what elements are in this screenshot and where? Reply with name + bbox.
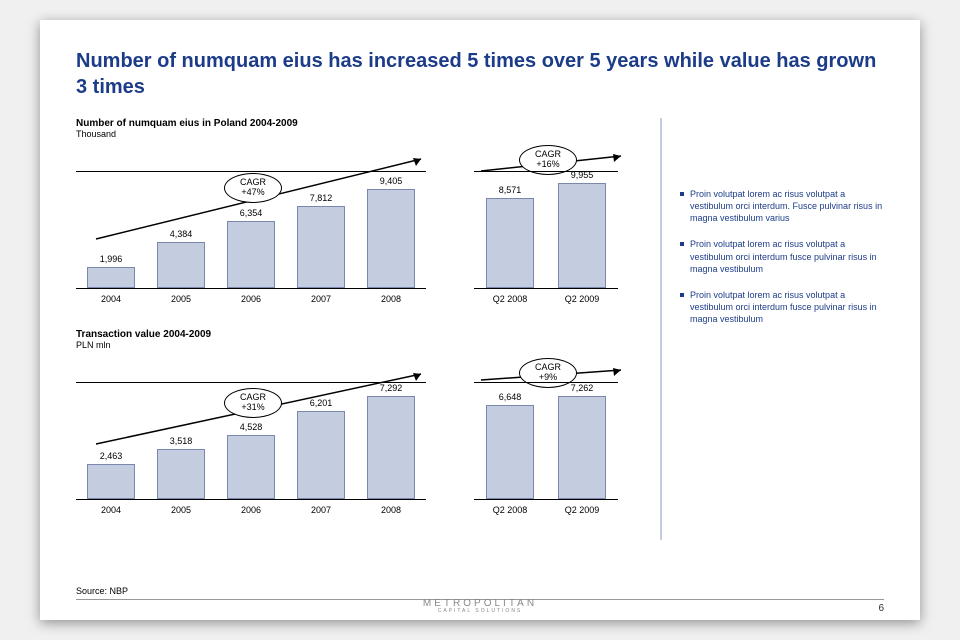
bar-category-label: 2006 [216,505,286,515]
bar: 7,262Q2 2009 [546,383,618,499]
bar: 8,571Q2 2008 [474,172,546,288]
bar-category-label: 2004 [76,505,146,515]
bar: 1,9962004 [76,172,146,288]
chart-1-title: Number of numquam eius in Poland 2004-20… [76,118,646,129]
bar-category-label: 2008 [356,294,426,304]
footer-logo: METROPOLITAN CAPITAL SOLUTIONS [423,599,537,614]
bar-category-label: 2007 [286,294,356,304]
bar-value-label: 7,812 [286,193,356,203]
bar-value-label: 6,648 [474,392,546,402]
chart-2-group-a: 2,46320043,51820054,52820066,20120077,29… [76,382,426,500]
bar-value-label: 8,571 [474,185,546,195]
source-text: Source: NBP [76,586,128,596]
page-number: 6 [878,603,884,614]
chart-2: Transaction value 2004-2009 PLN mln CAGR… [76,329,646,522]
chart-2-group-b: 6,648Q2 20087,262Q2 2009 [474,382,618,500]
chart-2-area: CAGR +31% CAGR +9% 2,46320043,51820054,5… [76,352,636,522]
bar-value-label: 9,405 [356,176,426,186]
chart-1-group-a: 1,99620044,38420056,35420067,81220079,40… [76,171,426,289]
bar-value-label: 4,528 [216,422,286,432]
chart-1-group-b: 8,571Q2 20089,955Q2 2009 [474,171,618,289]
bar-rect [367,396,415,499]
bullet-item: Proin volutpat lorem ac risus volutpat a… [680,289,884,325]
bar-rect [486,198,534,288]
slide: Number of numquam eius has increased 5 t… [40,20,920,620]
bar-value-label: 1,996 [76,254,146,264]
bar: 7,8122007 [286,172,356,288]
bar-rect [297,411,345,499]
bullet-list: Proin volutpat lorem ac risus volutpat a… [680,188,884,325]
bar: 7,2922008 [356,383,426,499]
bar: 6,648Q2 2008 [474,383,546,499]
bar-rect [157,449,205,499]
bar-category-label: Q2 2009 [546,505,618,515]
bar-category-label: 2007 [286,505,356,515]
bar-value-label: 4,384 [146,229,216,239]
bar: 4,5282006 [216,383,286,499]
bar-value-label: 6,201 [286,398,356,408]
bar-rect [367,189,415,288]
bar-category-label: 2006 [216,294,286,304]
bar: 4,3842005 [146,172,216,288]
bar-rect [558,396,606,499]
bar: 6,2012007 [286,383,356,499]
bar-value-label: 7,292 [356,383,426,393]
chart-1-area: CAGR +47% CAGR +16% 1,99620044,38420056,… [76,141,636,311]
bar-rect [297,206,345,288]
bar-category-label: 2004 [76,294,146,304]
chart-1: Number of numquam eius in Poland 2004-20… [76,118,646,311]
chart-2-subtitle: PLN mln [76,340,646,350]
bar-rect [157,242,205,288]
bar-rect [558,183,606,288]
bar-value-label: 2,463 [76,451,146,461]
bar-rect [87,464,135,499]
bar-value-label: 3,518 [146,436,216,446]
bar-category-label: 2005 [146,294,216,304]
content-row: Number of numquam eius in Poland 2004-20… [76,118,884,540]
bar-category-label: 2005 [146,505,216,515]
charts-column: Number of numquam eius in Poland 2004-20… [76,118,646,540]
bar-value-label: 7,262 [546,383,618,393]
bar-category-label: Q2 2008 [474,294,546,304]
bullet-item: Proin volutpat lorem ac risus volutpat a… [680,188,884,224]
bar-rect [227,221,275,288]
bar-value-label: 9,955 [546,170,618,180]
bullet-item: Proin volutpat lorem ac risus volutpat a… [680,238,884,274]
bar-category-label: Q2 2009 [546,294,618,304]
bar-category-label: Q2 2008 [474,505,546,515]
cagr-value: +16% [520,160,576,170]
chart-1-subtitle: Thousand [76,129,646,139]
bullets-column: Proin volutpat lorem ac risus volutpat a… [660,118,884,540]
bar: 6,3542006 [216,172,286,288]
bar: 9,4052008 [356,172,426,288]
bar: 2,4632004 [76,383,146,499]
bar-category-label: 2008 [356,505,426,515]
bar: 3,5182005 [146,383,216,499]
logo-line-2: CAPITAL SOLUTIONS [423,609,537,614]
chart-2-title: Transaction value 2004-2009 [76,329,646,340]
bar-rect [227,435,275,499]
bar-rect [486,405,534,499]
slide-title: Number of numquam eius has increased 5 t… [76,48,884,100]
bar-rect [87,267,135,288]
bar: 9,955Q2 2009 [546,172,618,288]
bar-value-label: 6,354 [216,208,286,218]
